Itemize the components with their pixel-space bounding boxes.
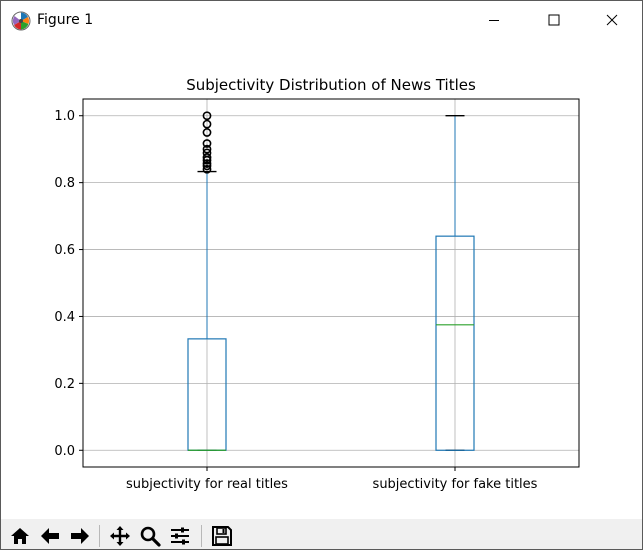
back-arrow-icon xyxy=(41,528,59,544)
minimize-icon xyxy=(489,20,499,21)
toolbar-separator xyxy=(99,525,100,547)
outlier-point xyxy=(202,119,212,129)
x-tick-label: subjectivity for fake titles xyxy=(373,477,538,492)
matplotlib-icon xyxy=(11,11,31,31)
outlier-point xyxy=(202,153,212,162)
navigation-toolbar xyxy=(1,519,642,549)
pan-button[interactable] xyxy=(107,523,133,549)
boxplot-chart: 0.0 0.2 0.4 0.6 0.8 1.0 subjectivity for real … xyxy=(54,76,580,492)
forward-button[interactable] xyxy=(67,523,93,549)
x-tick-label: subjectivity for real titles xyxy=(126,477,288,492)
outlier-point xyxy=(202,144,212,154)
outlier-point xyxy=(202,128,212,137)
outlier-point xyxy=(202,148,212,158)
window-title: Figure 1 xyxy=(37,12,94,28)
axes-frame xyxy=(82,98,580,468)
home-button[interactable] xyxy=(7,523,33,549)
zoom-button[interactable] xyxy=(137,523,163,549)
zoom-icon xyxy=(140,526,161,547)
forward-arrow-icon xyxy=(71,528,89,544)
outlier-point xyxy=(202,159,212,168)
save-icon xyxy=(212,526,232,546)
close-icon xyxy=(606,14,618,26)
y-tick-label: 1.0 xyxy=(54,109,75,124)
chart-title: Subjectivity Distribution of News Titles xyxy=(186,76,476,94)
y-tick-label: 0.8 xyxy=(54,176,75,191)
configure-subplots-button[interactable] xyxy=(167,523,193,549)
outlier-point xyxy=(202,111,212,121)
toolbar-separator xyxy=(201,525,202,547)
maximize-button[interactable] xyxy=(531,1,577,39)
close-button[interactable] xyxy=(589,1,635,39)
maximize-icon xyxy=(548,14,560,26)
back-button[interactable] xyxy=(37,523,63,549)
title-bar[interactable]: Figure 1 xyxy=(1,1,642,39)
figure-canvas[interactable]: 0.0 0.2 0.4 0.6 0.8 1.0 subjectivity for real … xyxy=(1,39,642,519)
pan-icon xyxy=(110,526,130,546)
save-button[interactable] xyxy=(209,523,235,549)
outlier-point xyxy=(202,164,212,174)
y-tick-label: 0.0 xyxy=(54,444,75,459)
home-icon xyxy=(11,528,29,544)
y-tick-label: 0.4 xyxy=(54,310,75,325)
y-tick-label: 0.6 xyxy=(54,243,75,258)
minimize-button[interactable] xyxy=(471,1,517,39)
y-tick-label: 0.2 xyxy=(54,377,75,392)
box xyxy=(435,235,475,451)
outlier-point xyxy=(202,139,212,148)
configure-subplots-icon xyxy=(171,527,189,545)
